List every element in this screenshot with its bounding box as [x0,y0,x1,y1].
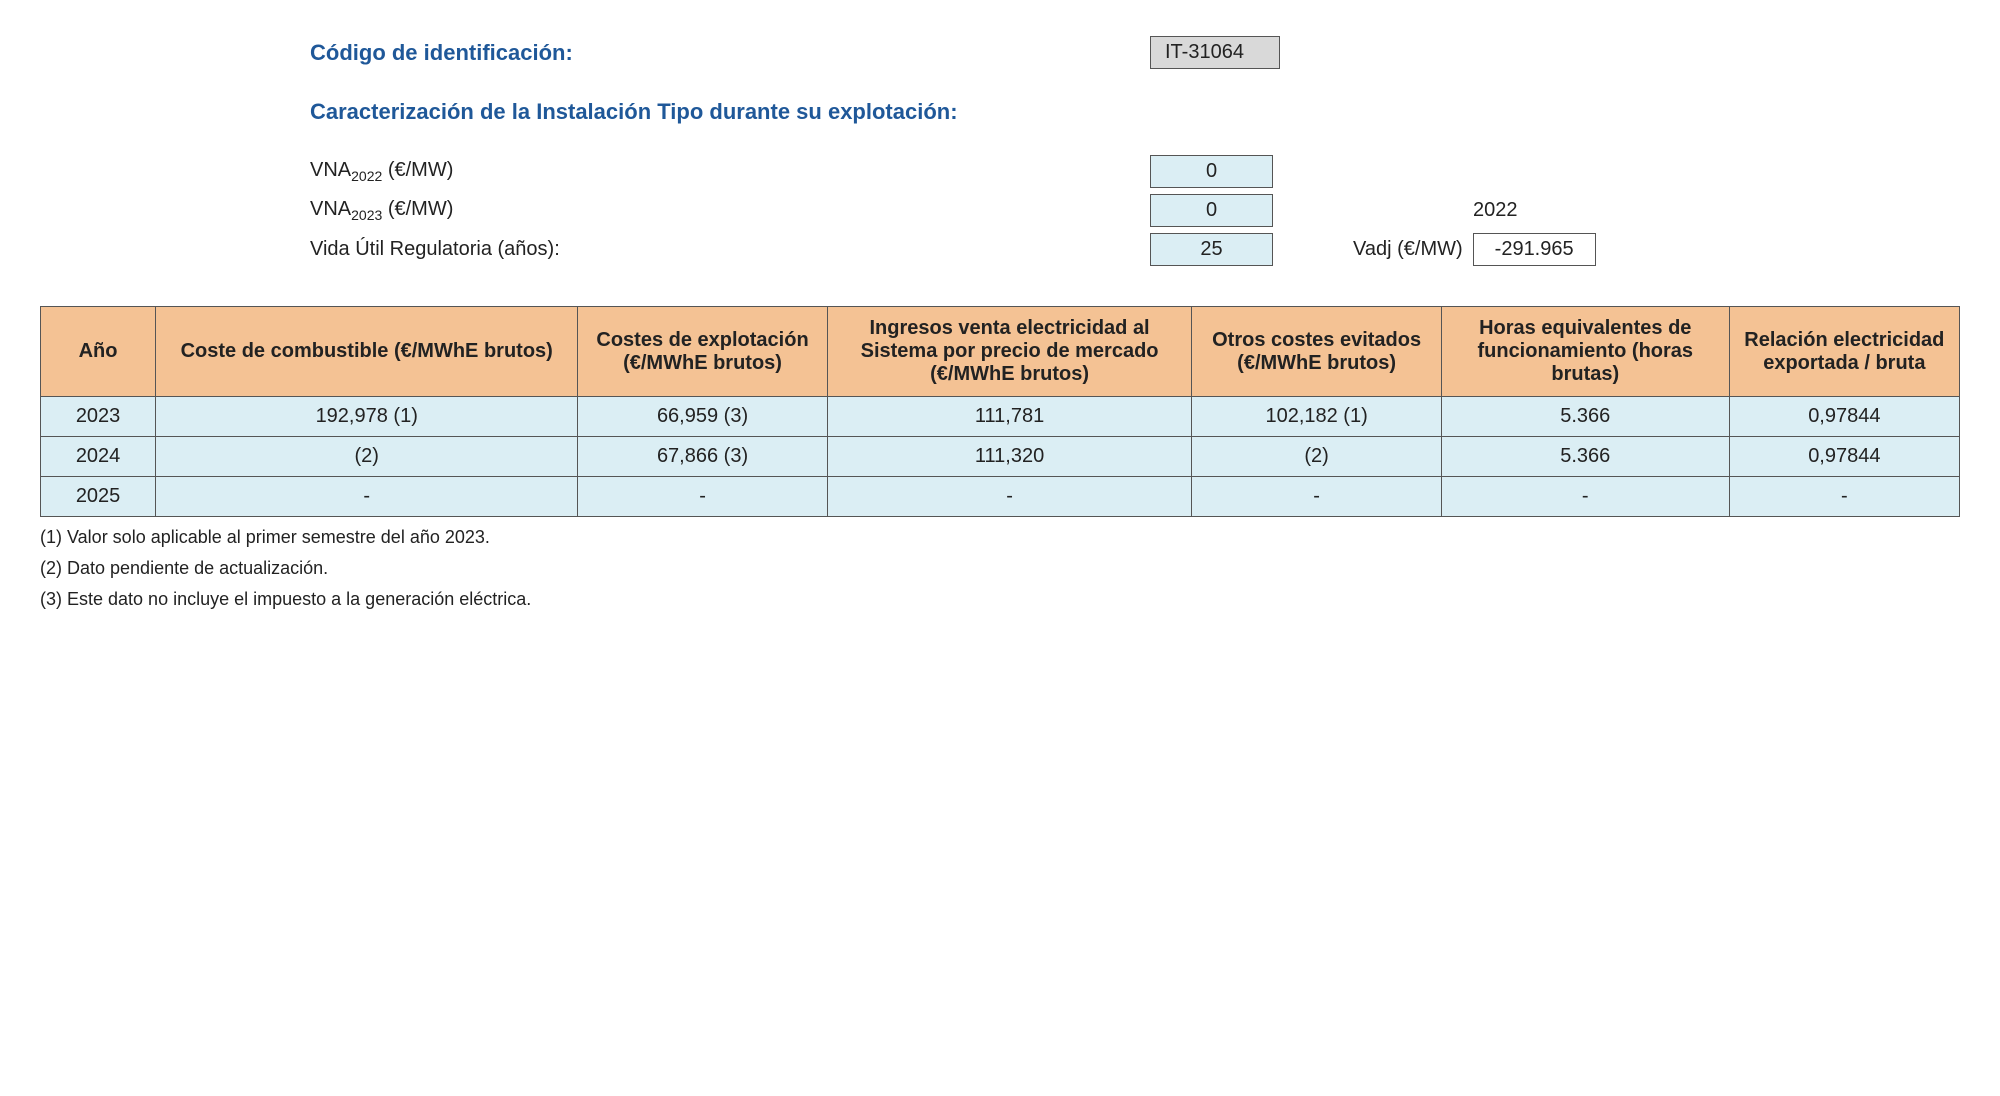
table-header: Relación electricidad exportada / bruta [1729,307,1959,397]
table-cell: 2025 [41,477,156,517]
table-row: 2025------ [41,477,1960,517]
table-row: 2023192,978 (1)66,959 (3)111,781102,182 … [41,397,1960,437]
table-header: Año [41,307,156,397]
table-cell: 111,781 [827,397,1192,437]
table-cell: 0,97844 [1729,397,1959,437]
table-cell: (2) [1192,437,1441,477]
table-cell: 5.366 [1441,397,1729,437]
vna2022-value: 0 [1150,155,1273,188]
table-cell: 67,866 (3) [578,437,827,477]
table-cell: 192,978 (1) [156,397,578,437]
table-cell: 111,320 [827,437,1192,477]
regulatory-life-label: Vida Útil Regulatoria (años): [310,238,1150,261]
table-header: Ingresos venta electricidad al Sistema p… [827,307,1192,397]
table-cell: 5.366 [1441,437,1729,477]
vna2023-value: 0 [1150,194,1273,227]
table-cell: - [156,477,578,517]
table-header: Otros costes evitados (€/MWhE brutos) [1192,307,1441,397]
table-cell: - [1729,477,1959,517]
table-header: Horas equivalentes de funcionamiento (ho… [1441,307,1729,397]
table-header: Coste de combustible (€/MWhE brutos) [156,307,578,397]
vadj-label: Vadj (€/MW) [1353,238,1463,261]
table-cell: 66,959 (3) [578,397,827,437]
table-cell: - [1441,477,1729,517]
footnote: (3) Este dato no incluye el impuesto a l… [40,589,1960,610]
footnote: (1) Valor solo aplicable al primer semes… [40,527,1960,548]
side-year: 2022 [1473,199,1518,222]
vna2023-label: VNA2023 (€/MW) [310,198,1150,223]
table-cell: 2024 [41,437,156,477]
table-cell: (2) [156,437,578,477]
footnote: (2) Dato pendiente de actualización. [40,558,1960,579]
table-row: 2024(2)67,866 (3)111,320(2)5.3660,97844 [41,437,1960,477]
regulatory-life-value: 25 [1150,233,1273,266]
data-table: AñoCoste de combustible (€/MWhE brutos)C… [40,306,1960,517]
id-value-box: IT-31064 [1150,36,1280,69]
table-cell: 2023 [41,397,156,437]
table-cell: 102,182 (1) [1192,397,1441,437]
footnotes: (1) Valor solo aplicable al primer semes… [40,527,1960,610]
vadj-value: -291.965 [1473,233,1596,266]
table-header: Costes de explotación (€/MWhE brutos) [578,307,827,397]
table-cell: 0,97844 [1729,437,1959,477]
table-cell: - [578,477,827,517]
vna2022-label: VNA2022 (€/MW) [310,159,1150,184]
table-cell: - [827,477,1192,517]
id-label: Código de identificación: [310,40,573,65]
subtitle: Caracterización de la Instalación Tipo d… [310,99,958,125]
table-cell: - [1192,477,1441,517]
